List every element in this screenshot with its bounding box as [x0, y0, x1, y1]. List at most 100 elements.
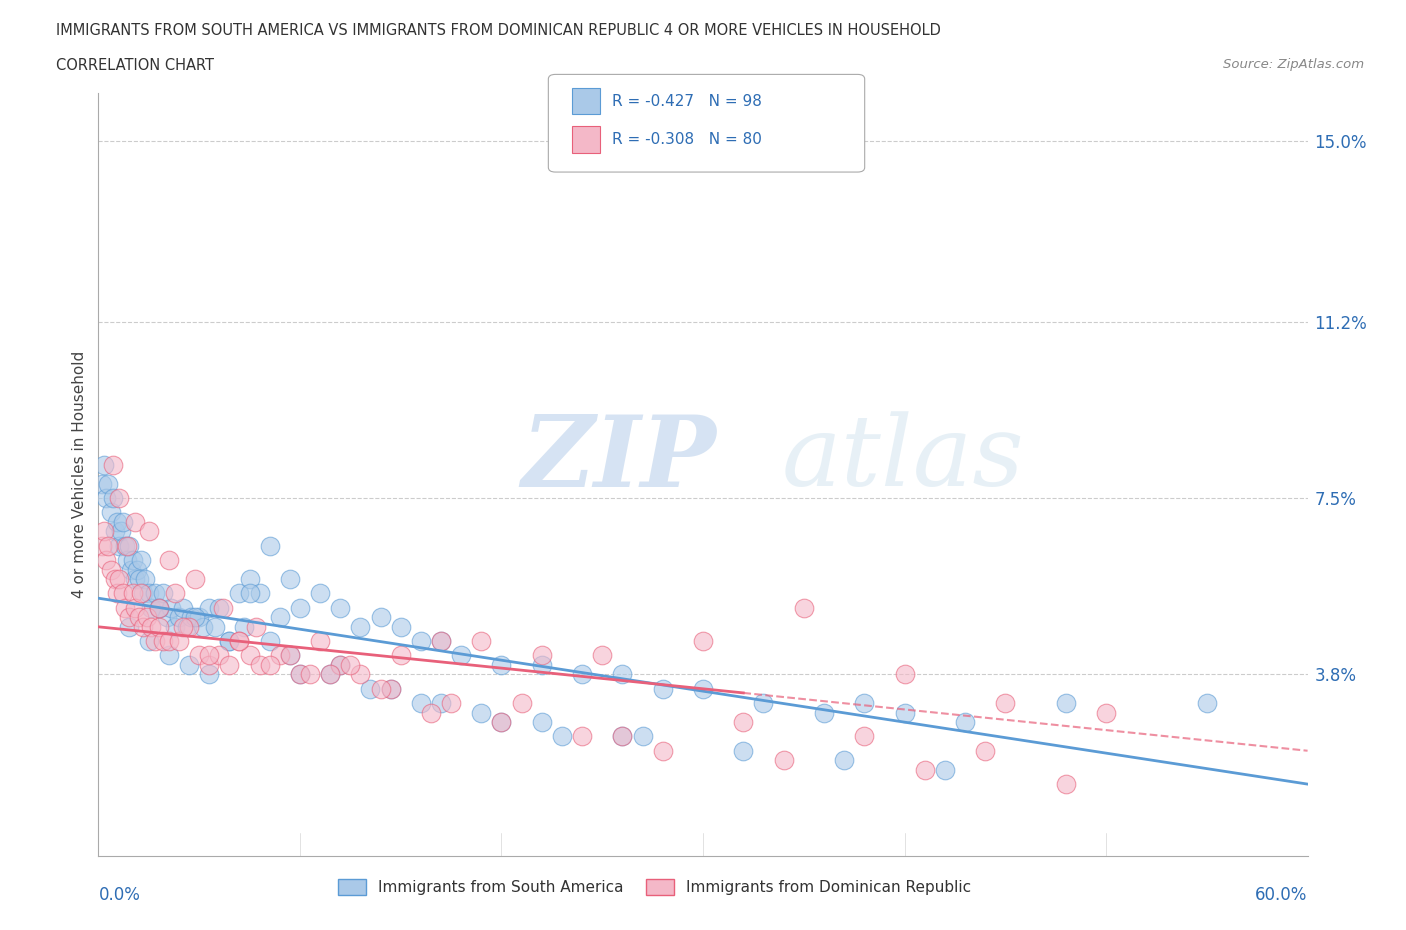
Point: [103, 572, 125, 587]
Point: [813, 705, 835, 720]
Point: [179, 658, 201, 672]
Point: [115, 552, 138, 567]
Point: [124, 601, 146, 616]
Point: [152, 633, 174, 648]
Point: [793, 601, 815, 616]
Text: 0.0%: 0.0%: [98, 886, 141, 904]
Point: [245, 619, 267, 634]
Point: [853, 696, 876, 711]
Point: [733, 715, 755, 730]
Point: [172, 619, 194, 634]
Point: [96, 552, 118, 567]
Point: [156, 610, 179, 625]
Point: [329, 658, 352, 672]
Point: [288, 601, 311, 616]
Point: [129, 552, 152, 567]
Point: [370, 610, 392, 625]
Point: [125, 562, 148, 577]
Point: [157, 633, 180, 648]
Point: [299, 667, 322, 682]
Text: IMMIGRANTS FROM SOUTH AMERICA VS IMMIGRANTS FROM DOMINICAN REPUBLIC 4 OR MORE VE: IMMIGRANTS FROM SOUTH AMERICA VS IMMIGRA…: [56, 23, 941, 38]
Point: [1195, 696, 1218, 711]
Point: [1095, 705, 1118, 720]
Point: [179, 619, 201, 634]
Point: [551, 729, 574, 744]
Point: [184, 572, 207, 587]
Point: [450, 648, 472, 663]
Point: [208, 648, 231, 663]
Point: [143, 633, 166, 648]
Point: [114, 538, 136, 553]
Point: [91, 476, 114, 491]
Point: [491, 715, 513, 730]
Point: [510, 696, 533, 711]
Point: [101, 458, 124, 472]
Point: [409, 696, 432, 711]
Point: [349, 667, 371, 682]
Text: 60.0%: 60.0%: [1256, 886, 1308, 904]
Point: [121, 586, 143, 601]
Point: [110, 525, 132, 539]
Point: [612, 729, 634, 744]
Point: [121, 552, 143, 567]
Point: [138, 586, 160, 601]
Point: [218, 633, 240, 648]
Point: [132, 619, 155, 634]
Point: [651, 682, 673, 697]
Point: [491, 715, 513, 730]
Point: [259, 538, 281, 553]
Point: [93, 525, 115, 539]
Point: [124, 572, 146, 587]
Point: [184, 610, 207, 625]
Point: [269, 648, 291, 663]
Point: [409, 633, 432, 648]
Point: [93, 458, 115, 472]
Point: [111, 586, 134, 601]
Point: [893, 705, 915, 720]
Text: CORRELATION CHART: CORRELATION CHART: [56, 58, 214, 73]
Point: [380, 682, 402, 697]
Point: [914, 763, 936, 777]
Point: [198, 667, 221, 682]
Point: [339, 658, 361, 672]
Point: [157, 552, 180, 567]
Point: [228, 586, 250, 601]
Point: [204, 619, 226, 634]
Point: [389, 619, 412, 634]
Point: [198, 648, 221, 663]
Point: [114, 601, 136, 616]
Text: atlas: atlas: [782, 411, 1025, 507]
Point: [208, 601, 231, 616]
Point: [228, 633, 250, 648]
Point: [440, 696, 463, 711]
Point: [138, 633, 160, 648]
Point: [129, 586, 152, 601]
Point: [420, 705, 443, 720]
Point: [91, 538, 114, 553]
Point: [107, 572, 129, 587]
Point: [772, 753, 794, 768]
Point: [259, 658, 281, 672]
Point: [188, 610, 211, 625]
Point: [218, 658, 240, 672]
Point: [167, 610, 190, 625]
Point: [389, 648, 412, 663]
Point: [530, 648, 553, 663]
Point: [143, 586, 166, 601]
Point: [118, 619, 141, 634]
Point: [994, 696, 1017, 711]
Point: [115, 538, 138, 553]
Point: [370, 682, 392, 697]
Point: [249, 586, 271, 601]
Point: [259, 633, 281, 648]
Point: [974, 743, 997, 758]
Point: [232, 619, 254, 634]
Text: R = -0.427   N = 98: R = -0.427 N = 98: [612, 94, 762, 109]
Point: [139, 601, 162, 616]
Point: [360, 682, 382, 697]
Point: [132, 586, 155, 601]
Point: [157, 648, 180, 663]
Point: [832, 753, 855, 768]
Point: [97, 538, 120, 553]
Point: [105, 514, 128, 529]
